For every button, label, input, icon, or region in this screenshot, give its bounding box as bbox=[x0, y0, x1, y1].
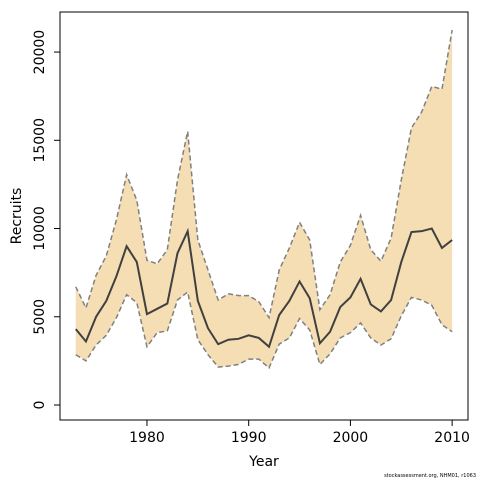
footer: stockassessment.org, NHM01, r1063 bbox=[384, 473, 476, 479]
upper-bound bbox=[75, 29, 453, 320]
y-tick-label: 5000 bbox=[32, 299, 48, 335]
y-axis-label: Recruits bbox=[9, 188, 25, 245]
y-tick-label: 0 bbox=[32, 401, 48, 410]
x-tick-label: 1990 bbox=[231, 430, 267, 446]
confidence-band bbox=[75, 30, 453, 368]
y-tick-label: 20000 bbox=[32, 30, 48, 75]
line bbox=[74, 227, 453, 349]
plot-frame bbox=[59, 11, 469, 421]
y-tick-label: 15000 bbox=[32, 118, 48, 163]
x-axis-label: Year bbox=[248, 454, 279, 470]
x-tick-label: 1980 bbox=[129, 430, 165, 446]
x-tick-label: 2000 bbox=[333, 430, 369, 446]
lower-bound bbox=[75, 290, 453, 370]
x-tick-label: 2010 bbox=[434, 430, 470, 446]
y-tick-label: 10000 bbox=[32, 206, 48, 251]
